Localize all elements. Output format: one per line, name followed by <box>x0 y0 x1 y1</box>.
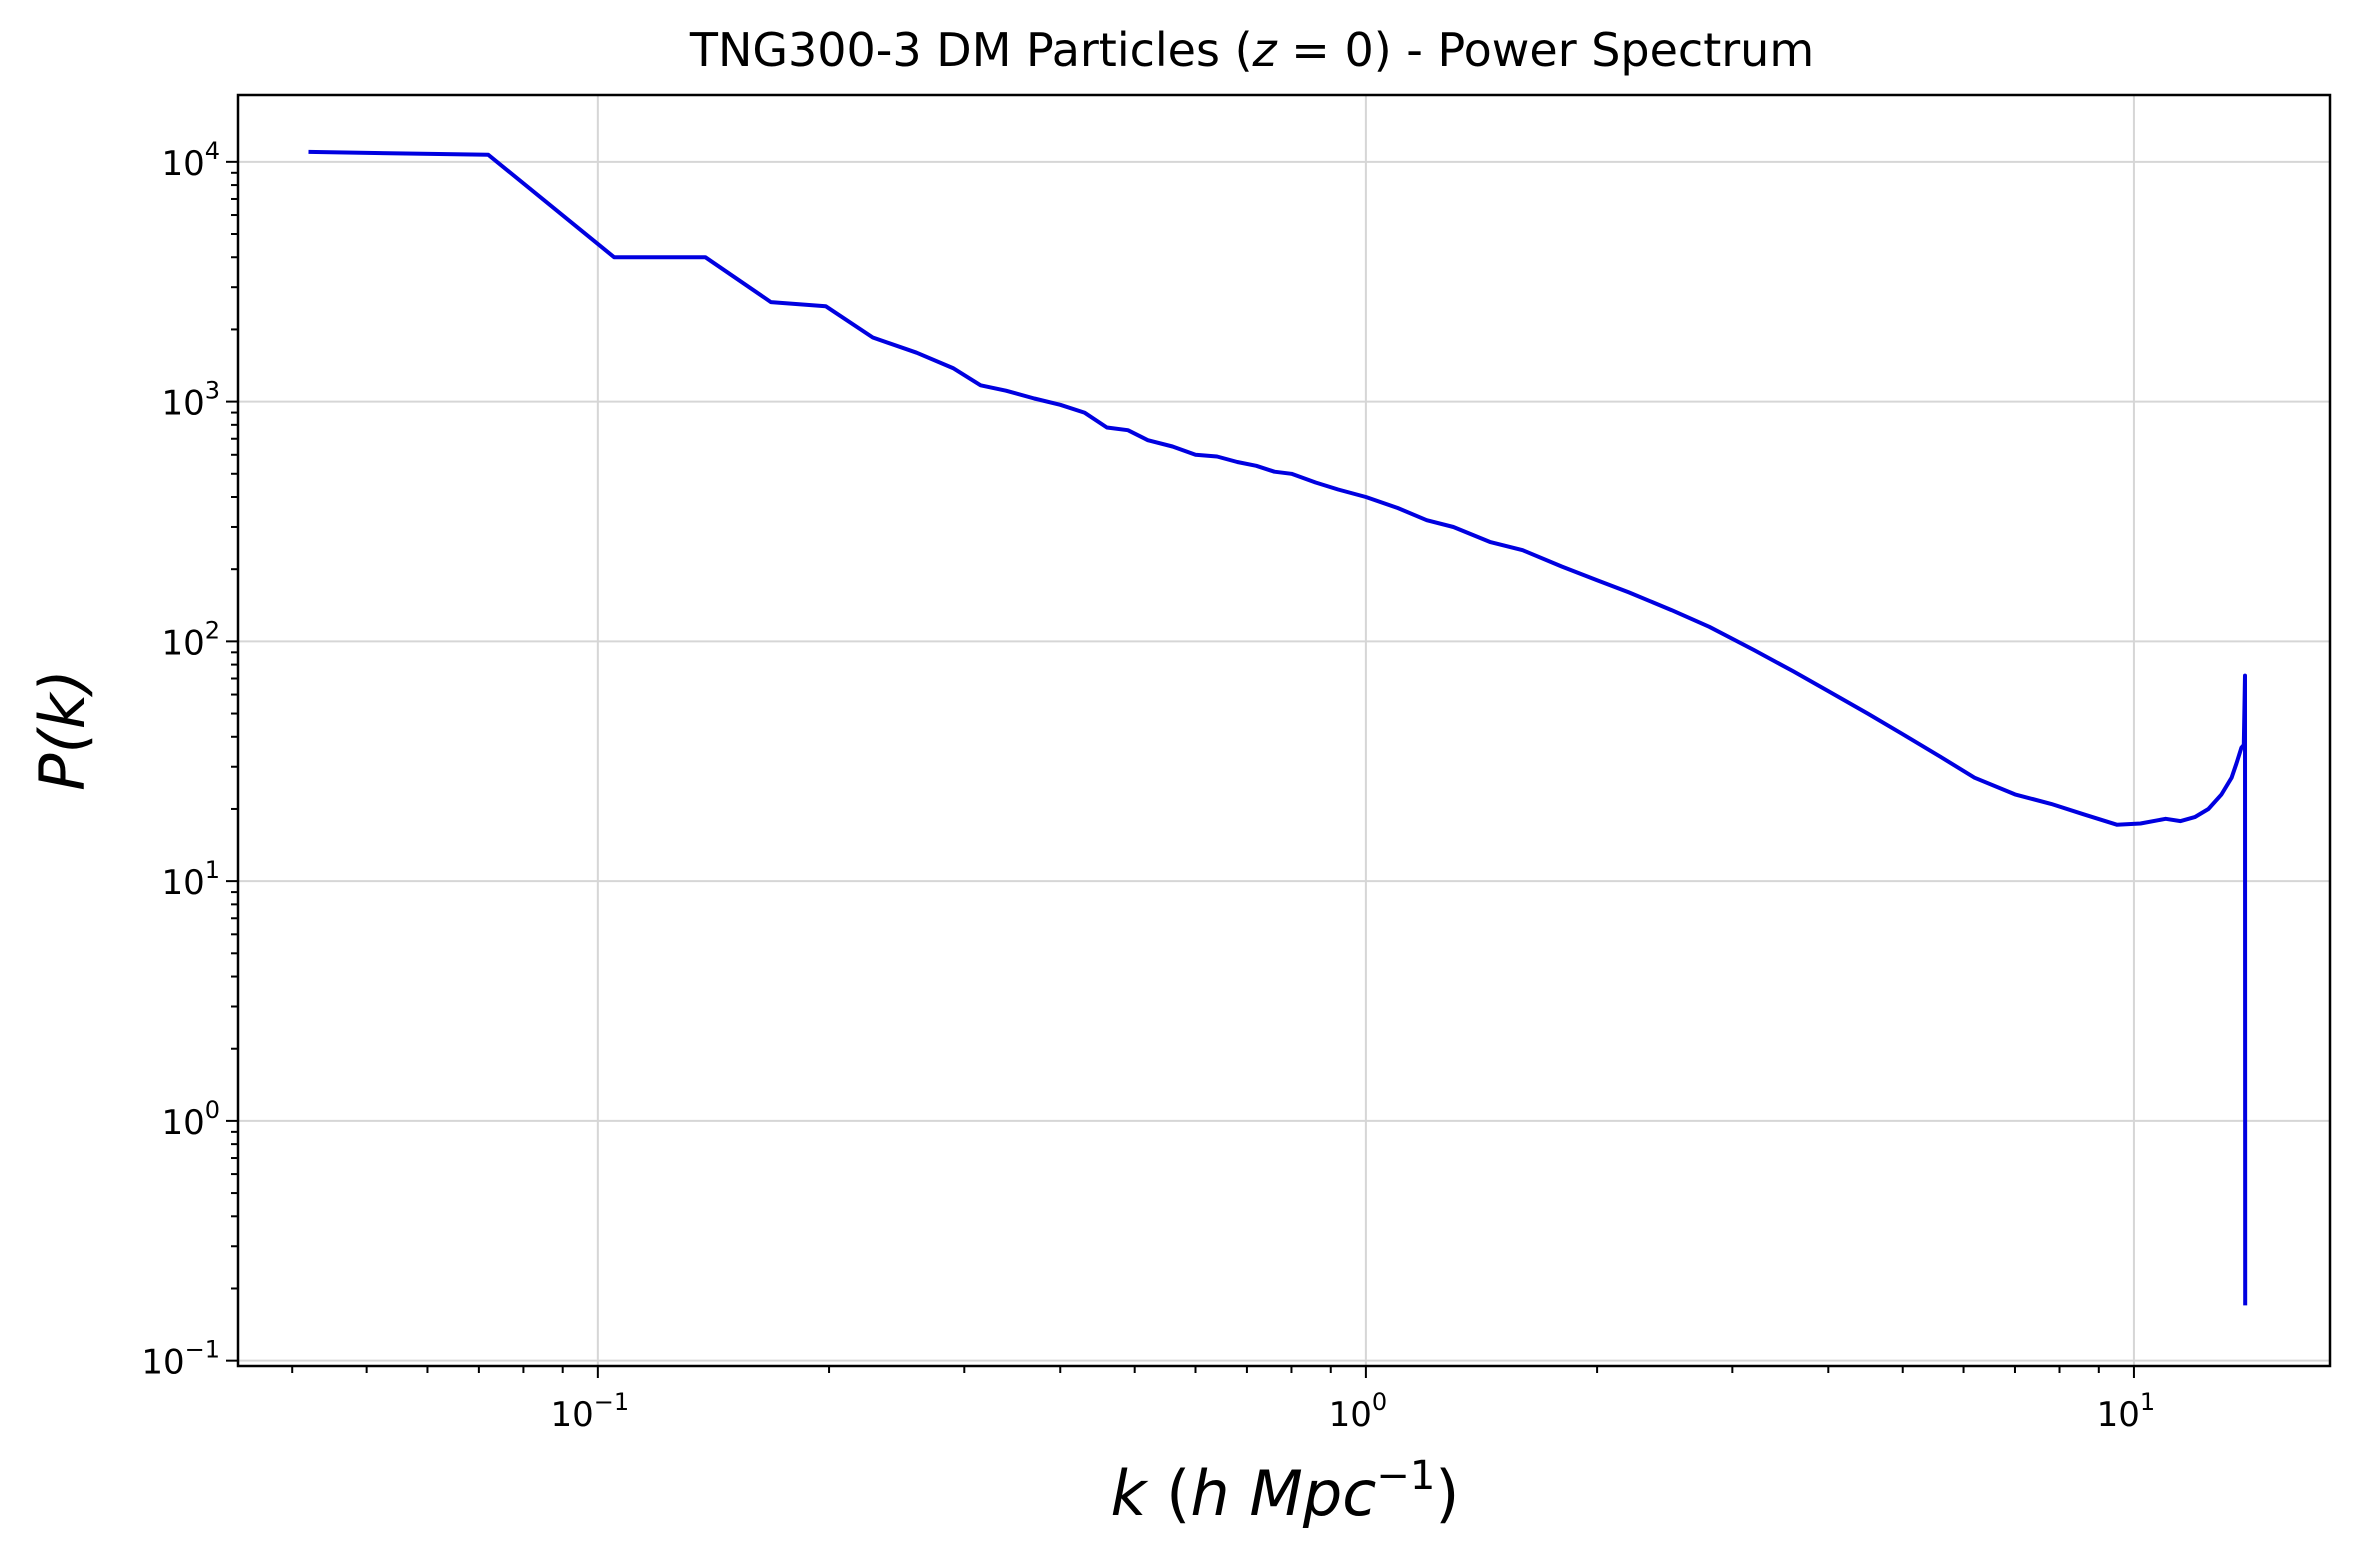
series-line <box>308 149 2248 1306</box>
y-tick-label-3: 102 <box>161 616 220 663</box>
minor-ticks <box>231 171 2100 1373</box>
chart-title: TNG300-3 DM Particles (z = 0) - Power Sp… <box>689 23 1814 77</box>
tick-labels: 10−1 100 101 10−1 100 101 102 103 104 <box>141 137 2155 1435</box>
x-axis-label: k (h Mpc−1) <box>1111 1453 1460 1530</box>
grid-lines <box>238 95 2330 1366</box>
y-tick-label-0: 10−1 <box>141 1336 220 1383</box>
x-tick-label-1: 100 <box>1329 1388 1388 1435</box>
y-tick-label-1: 100 <box>161 1096 220 1143</box>
major-ticks <box>226 160 2135 1378</box>
plot-frame <box>236 93 2332 1368</box>
x-tick-label-2: 101 <box>2097 1388 2156 1435</box>
y-tick-label-2: 101 <box>161 856 220 903</box>
y-axis-label: P(k) <box>26 669 99 791</box>
y-tick-label-4: 103 <box>161 377 220 424</box>
x-tick-label-0: 10−1 <box>551 1388 630 1435</box>
y-tick-label-5: 104 <box>161 137 220 184</box>
